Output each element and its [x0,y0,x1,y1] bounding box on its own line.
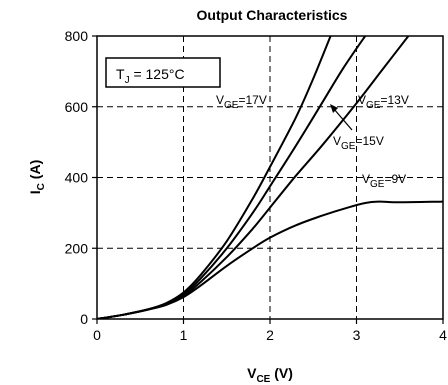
y-axis-label: IC (A) [27,160,47,194]
annotation-rest: = 125°C [130,66,185,82]
series-curves [97,36,443,319]
annotation-main: T [116,66,125,82]
series-line-v-ge-9v [97,200,443,319]
series-labels: VGE=17V VGE=15V VGE=13V VGE=9V [216,93,409,190]
series-label-vge17: VGE=17V [216,93,267,111]
temperature-annotation: TJ = 125°C [105,57,221,88]
y-tick-label: 800 [65,28,89,44]
y-tick-label: 600 [65,99,89,115]
series-label-vge13: VGE=13V [358,93,409,111]
x-axis-label: VCE (V) [247,365,293,385]
grid-lines [97,36,443,319]
axis-ticks: 0 1 2 3 4 0 200 400 600 800 [65,28,447,343]
x-tick-label: 2 [266,327,274,343]
annotation-box [105,57,221,88]
vge15-arrowhead [330,104,338,113]
y-tick-label: 200 [65,240,89,256]
series-label-vge9: VGE=9V [362,172,406,190]
x-tick-label: 3 [353,327,361,343]
x-tick-label: 1 [180,327,188,343]
chart-title: Output Characteristics [197,7,348,23]
svg-text:TJ = 125°C: TJ = 125°C [116,66,185,86]
x-tick-label: 0 [93,327,101,343]
y-tick-label: 400 [65,170,89,186]
series-label-vge15: VGE=15V [333,134,384,152]
x-tick-label: 4 [439,327,447,343]
vge15-leader-line [333,108,353,131]
y-tick-label: 0 [80,311,88,327]
annotation-sub: J [125,75,130,86]
